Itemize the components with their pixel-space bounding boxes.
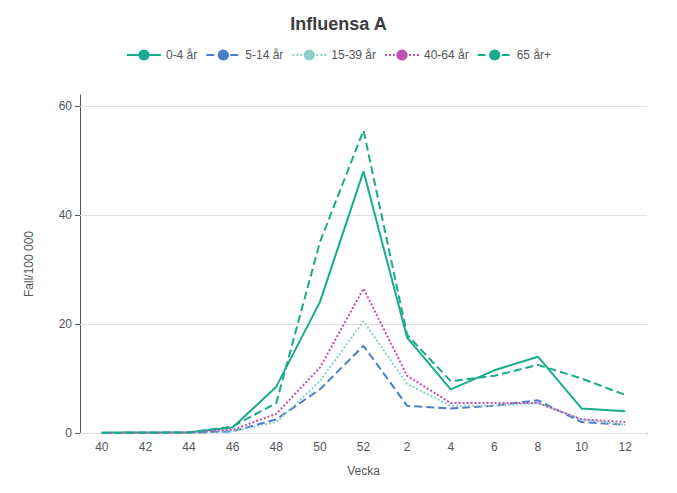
svg-text:6: 6 xyxy=(491,440,498,454)
svg-text:40: 40 xyxy=(59,208,73,222)
svg-text:2: 2 xyxy=(404,440,411,454)
svg-text:42: 42 xyxy=(139,440,153,454)
svg-text:20: 20 xyxy=(59,317,73,331)
svg-text:0-4 år: 0-4 år xyxy=(166,48,197,62)
svg-text:44: 44 xyxy=(182,440,196,454)
svg-text:0: 0 xyxy=(65,426,72,440)
svg-text:48: 48 xyxy=(270,440,284,454)
svg-text:8: 8 xyxy=(535,440,542,454)
svg-text:52: 52 xyxy=(357,440,371,454)
svg-text:60: 60 xyxy=(59,99,73,113)
svg-text:46: 46 xyxy=(226,440,240,454)
svg-text:Influensa A: Influensa A xyxy=(290,14,386,34)
svg-text:5-14 år: 5-14 år xyxy=(245,48,283,62)
svg-text:65 år+: 65 år+ xyxy=(517,48,551,62)
svg-text:Fall/100 000: Fall/100 000 xyxy=(22,231,36,297)
svg-text:40-64 år: 40-64 år xyxy=(424,48,469,62)
svg-text:12: 12 xyxy=(619,440,633,454)
svg-text:4: 4 xyxy=(447,440,454,454)
svg-text:Vecka: Vecka xyxy=(347,464,380,478)
svg-text:10: 10 xyxy=(575,440,589,454)
svg-text:50: 50 xyxy=(313,440,327,454)
svg-text:15-39 år: 15-39 år xyxy=(331,48,376,62)
svg-text:40: 40 xyxy=(95,440,109,454)
